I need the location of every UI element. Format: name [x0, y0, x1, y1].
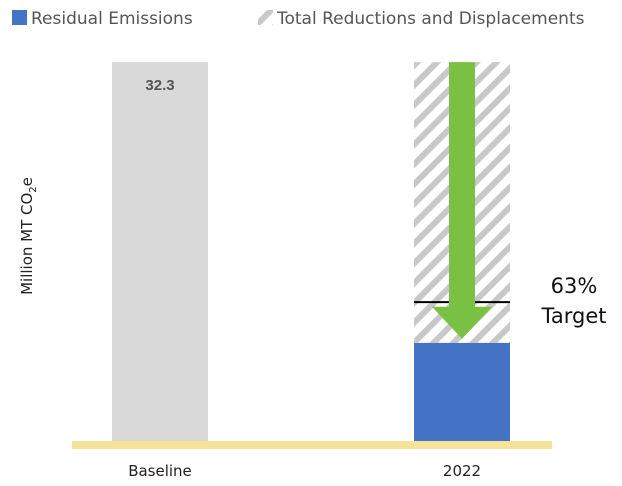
x-tick-label-2022: 2022: [443, 462, 481, 480]
y-axis-label-main: Million MT CO: [18, 193, 36, 295]
y-axis-label-subscript: 2: [28, 186, 39, 192]
y-axis-label-tail: e: [18, 177, 36, 186]
bar-residual-2022: [414, 342, 510, 443]
bars: [112, 62, 510, 443]
data-label-baseline: 32.3: [145, 77, 174, 94]
x-tick-label-baseline: Baseline: [128, 462, 192, 480]
x-axis-line: [72, 441, 552, 449]
target-label-percent: 63%: [551, 274, 598, 298]
reduction-arrow: [432, 62, 492, 339]
legend-swatch-reductions: [258, 10, 273, 25]
legend-swatch-residual: [12, 10, 27, 25]
target-label-word: Target: [541, 304, 607, 328]
legend-label-reductions: Total Reductions and Displacements: [276, 9, 585, 29]
legend-label-residual: Residual Emissions: [31, 9, 193, 29]
legend: Residual Emissions Total Reductions and …: [12, 9, 585, 29]
y-axis-label: Million MT CO2e: [18, 177, 39, 295]
bar-residual-baseline: [112, 62, 208, 443]
